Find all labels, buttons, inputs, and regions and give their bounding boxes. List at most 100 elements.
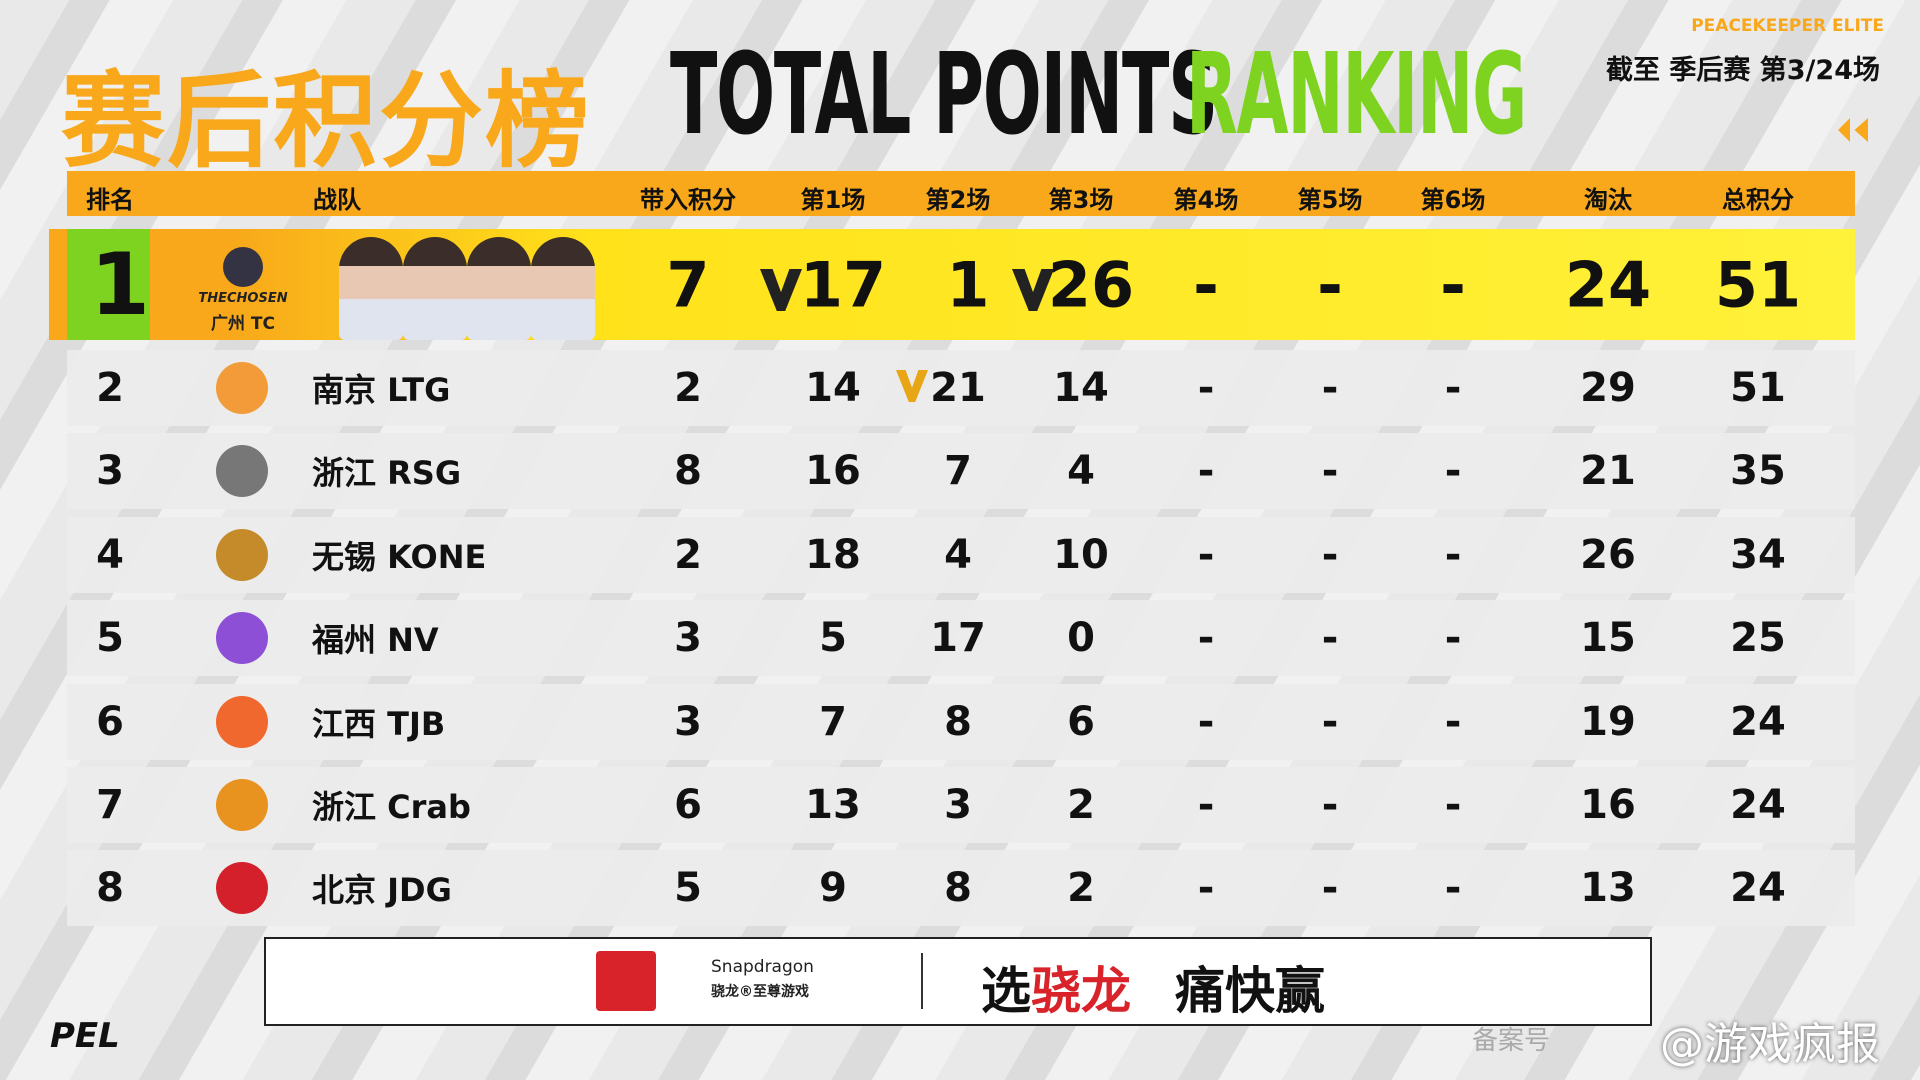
game-points: - (1444, 448, 1462, 495)
eliminations: 15 (1580, 615, 1636, 662)
game-points: - (1444, 698, 1462, 745)
game-points: - (1193, 248, 1219, 321)
title-en-accent: RANKING (1186, 30, 1527, 160)
game-points: 14 (1053, 365, 1109, 411)
total-points: 24 (1730, 782, 1786, 828)
divider (921, 953, 923, 1009)
game-points: - (1444, 615, 1462, 662)
rank: 3 (96, 448, 124, 495)
carry-points: 8 (674, 448, 702, 495)
total-points: 35 (1730, 448, 1786, 495)
player-photo (339, 237, 403, 340)
carry-points: 6 (674, 782, 702, 828)
game-points: 2 (1067, 782, 1095, 828)
game-points: - (1321, 698, 1339, 745)
game-points: - (1444, 531, 1462, 578)
game-points: - (1197, 365, 1215, 411)
team-name: 无锡 KONE (312, 537, 487, 576)
game-points: - (1321, 615, 1339, 662)
column-header: 第3场 (1048, 186, 1114, 214)
game-points: 2 (1067, 865, 1095, 912)
game-points: - (1440, 248, 1466, 321)
team-logo (216, 528, 268, 581)
team-row: 无锡 KONE 4 2 18 4 10 - - - 26 34 (67, 516, 1855, 593)
eliminations: 19 (1580, 698, 1636, 745)
game-points: - (1321, 865, 1339, 912)
column-header: 第2场 (925, 186, 991, 214)
rank: 6 (96, 698, 124, 745)
player-photo (403, 237, 467, 340)
team-name: 广州 TC (211, 314, 275, 334)
game-points: 8 (944, 698, 972, 745)
eliminations: 26 (1580, 531, 1636, 578)
carry-points: 3 (674, 698, 702, 745)
column-header: 第6场 (1420, 186, 1486, 214)
game-points: - (1444, 865, 1462, 912)
game-points: 13 (805, 782, 861, 828)
game-points: - (1197, 448, 1215, 495)
team-logo-text: THECHOSEN (198, 291, 288, 306)
team-row: 浙江 RSG 3 8 16 7 4 - - - 21 35 (67, 433, 1855, 510)
rank: 1 (90, 234, 150, 335)
total-points: 34 (1730, 531, 1786, 578)
carry-points: 5 (674, 865, 702, 912)
game-points: 14 (805, 365, 861, 411)
game-points: 4 (1067, 448, 1095, 495)
carry-points: 3 (674, 615, 702, 662)
game-points: 4 (944, 531, 972, 578)
game-points: - (1444, 365, 1462, 411)
header-bar (67, 171, 1855, 216)
brand: PEACEKEEPER ELITE (1691, 16, 1884, 36)
sponsor-box: Snapdragon 骁龙®至尊游戏 选骁龙 痛快赢 (264, 937, 1652, 1026)
team-name: 浙江 RSG (312, 454, 462, 493)
team-logo (216, 779, 268, 831)
title-cn: 赛后积分榜 (61, 60, 592, 182)
rank: 2 (96, 365, 124, 411)
team-row: 北京 JDG 8 5 9 8 2 - - - 13 24 (67, 850, 1855, 927)
slogan-part: 骁龙 (1031, 962, 1131, 1020)
eliminations: 29 (1580, 365, 1636, 411)
carry-points: 2 (674, 531, 702, 578)
column-header: 排名 (86, 186, 134, 214)
status: 截至 季后赛 第3/24场 (1605, 55, 1880, 86)
eliminations: 21 (1580, 448, 1636, 495)
game-points: 26 (1047, 248, 1135, 321)
rank-cell (67, 229, 150, 340)
sponsor-sub: 骁龙®至尊游戏 (711, 984, 809, 1000)
team-row: 福州 NV 5 3 5 17 0 - - - 15 25 (67, 600, 1855, 677)
column-header: 总积分 (1722, 186, 1794, 214)
team-name: 北京 JDG (312, 871, 452, 910)
game-points: 3 (944, 782, 972, 828)
column-header: 第4场 (1173, 186, 1239, 214)
footer-logo: PEL (50, 1016, 120, 1056)
game-points: - (1197, 782, 1215, 828)
game-points: - (1321, 365, 1339, 411)
game-points: - (1321, 531, 1339, 578)
team-row: 浙江 Crab 7 6 13 3 2 - - - 16 24 (67, 767, 1855, 843)
game-points: - (1321, 448, 1339, 495)
team-logo (216, 612, 268, 665)
game-points: 7 (944, 448, 972, 495)
record: 备案号 (1472, 1026, 1551, 1056)
eliminations: 13 (1580, 865, 1636, 912)
game-points: 18 (805, 531, 861, 578)
team-name: 浙江 Crab (312, 788, 471, 826)
arrows (1838, 118, 1868, 142)
total-points: 25 (1730, 615, 1786, 662)
game-points: 17 (799, 248, 887, 321)
carry-points: 2 (674, 365, 702, 411)
total-points: 24 (1730, 698, 1786, 745)
game-points: 17 (930, 615, 986, 662)
team-name: 南京 LTG (312, 371, 451, 409)
team-logo (216, 862, 268, 915)
column-header: 第5场 (1297, 186, 1363, 214)
game-points: - (1197, 531, 1215, 578)
game-points: - (1197, 615, 1215, 662)
team-logo (216, 362, 268, 414)
game-points: 5 (819, 615, 847, 662)
game-points: - (1197, 865, 1215, 912)
column-header: 淘汰 (1584, 186, 1632, 214)
team-logo (223, 247, 263, 287)
sponsor-chip (596, 951, 656, 1011)
